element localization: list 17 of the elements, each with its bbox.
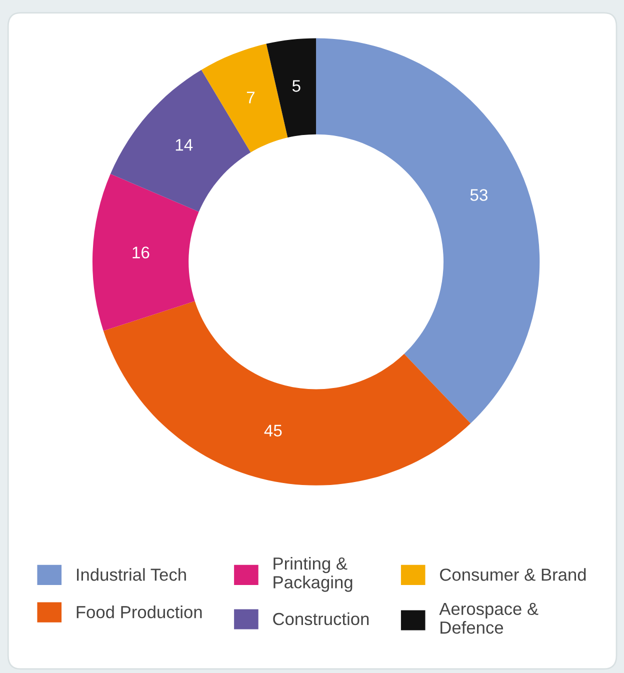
donut-slice [92, 174, 199, 331]
legend-label: Industrial Tech [77, 568, 186, 581]
data-label: 16 [132, 246, 150, 258]
donut-slice [201, 44, 288, 152]
donut-slice [266, 38, 316, 138]
data-label: 7 [246, 92, 255, 104]
legend-label: Construction [273, 612, 369, 626]
data-label: 5 [292, 80, 300, 92]
legend-label: Food Production [76, 606, 202, 618]
legend-label: Printing & Packaging [274, 556, 352, 592]
legend-label: Aerospace & Defence [439, 602, 538, 634]
data-label: 45 [264, 424, 282, 436]
legend-label: Consumer & Brand [440, 568, 586, 581]
donut-slice [316, 38, 540, 424]
data-label: 53 [470, 189, 488, 201]
donut-slice [103, 301, 471, 486]
data-label: 14 [176, 139, 193, 151]
